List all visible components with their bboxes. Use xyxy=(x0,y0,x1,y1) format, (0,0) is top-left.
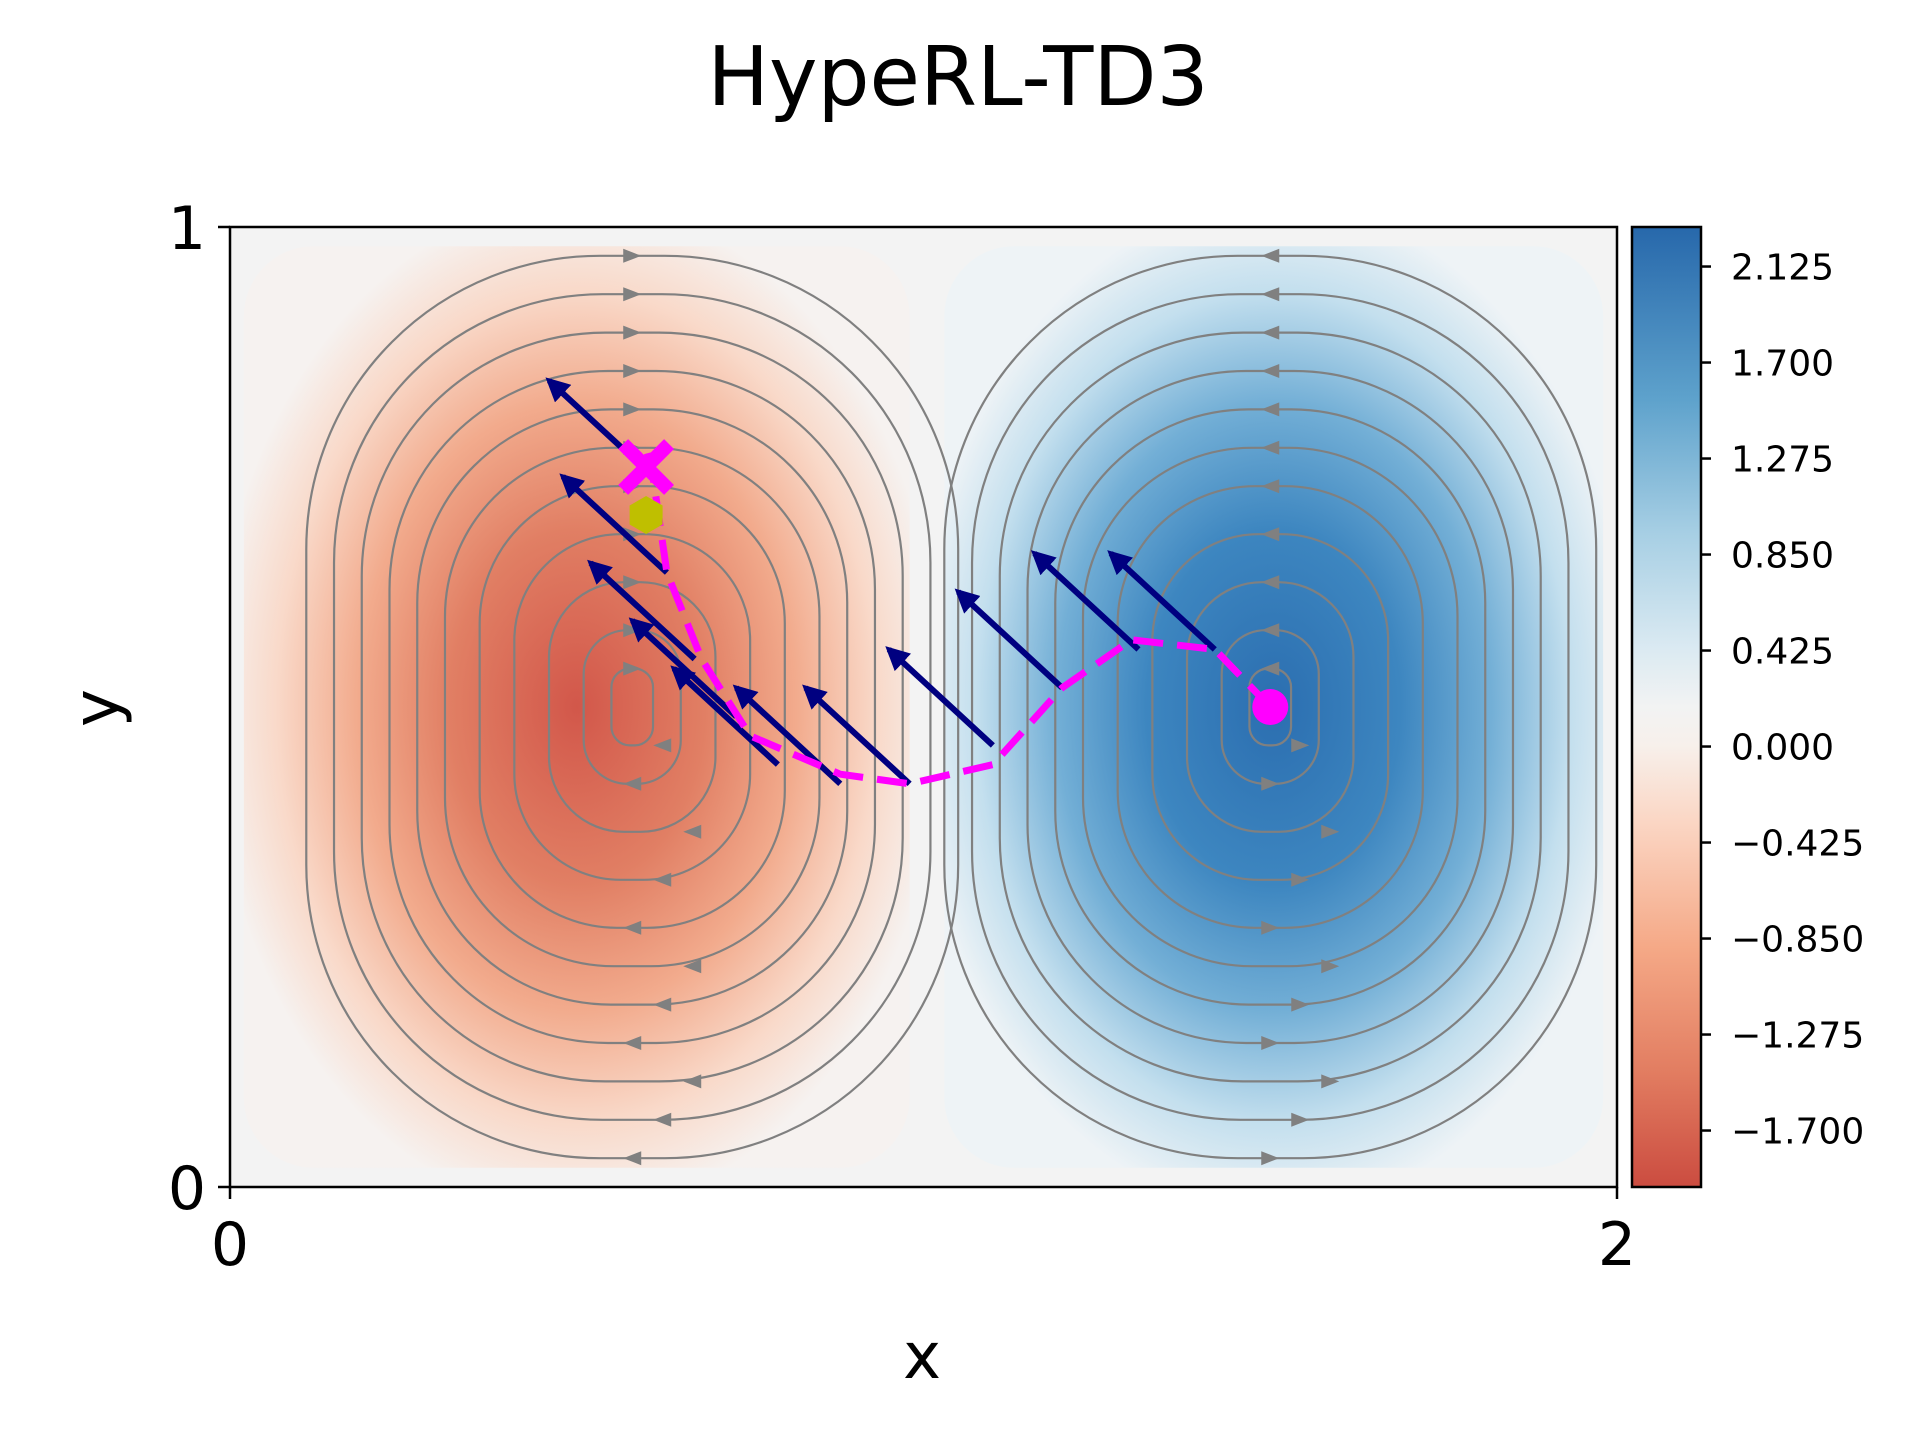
trajectory-line xyxy=(642,446,1273,788)
action-arrow xyxy=(628,617,739,719)
streamline-arrow xyxy=(1261,440,1280,455)
colorbar-gradient xyxy=(1630,225,1703,1189)
streamline-arrow xyxy=(1321,824,1340,839)
streamline-arrow xyxy=(623,1036,642,1050)
streamline-arrow xyxy=(623,364,642,378)
streamline-arrow xyxy=(1261,623,1280,638)
streamline-arrow xyxy=(1261,661,1280,676)
plot-content xyxy=(230,227,1617,1187)
negative-vortex-field xyxy=(243,246,910,1168)
streamline-arrow xyxy=(1261,402,1280,417)
y-tick-label: 1 xyxy=(168,194,206,264)
streamline-arrow xyxy=(653,738,672,753)
y-tick-label: 0 xyxy=(168,1154,206,1224)
streamline-arrow xyxy=(1321,1074,1340,1089)
streamline-arrow xyxy=(1261,920,1280,935)
streamline-arrow xyxy=(1291,872,1310,887)
streamline-arrow xyxy=(1321,959,1340,974)
streamline-arrow xyxy=(623,575,642,590)
x-tick-label: 2 xyxy=(1598,1210,1636,1280)
streamline-arrow xyxy=(1261,287,1280,302)
y-axis-label: y xyxy=(60,689,134,727)
action-arrow xyxy=(587,559,697,662)
colorbar-tick-label: 2.125 xyxy=(1731,248,1834,289)
streamline-arrow xyxy=(1261,364,1280,378)
streamline-arrow xyxy=(623,287,642,302)
goal-marker xyxy=(629,496,663,534)
plot-area xyxy=(228,225,1619,1189)
streamline-arrow xyxy=(1261,1036,1280,1050)
streamline-arrow xyxy=(623,920,642,935)
streamline-arrow xyxy=(683,1074,702,1089)
colorbar-tick-label: 1.700 xyxy=(1731,344,1834,385)
streamline-arrow xyxy=(623,325,642,340)
streamline-arrow xyxy=(1261,527,1280,542)
streamline-arrow xyxy=(1291,1112,1310,1127)
x-axis-label: x xyxy=(903,1320,941,1394)
streamlines xyxy=(305,248,1598,1166)
streamline-arrow xyxy=(1291,738,1310,753)
colorbar-tick-label: −1.700 xyxy=(1731,1112,1864,1153)
action-arrow xyxy=(559,473,669,575)
streamline-arrow xyxy=(653,872,672,887)
streamline-arrow xyxy=(623,1151,642,1166)
streamline-arrow xyxy=(1261,1151,1280,1166)
streamline-arrow xyxy=(653,997,672,1012)
action-arrow xyxy=(802,684,912,787)
x-tick-label: 0 xyxy=(211,1210,249,1280)
colorbar-ticks: 2.125 1.700 1.275 0.850 0.425 0.000 −0.425 −0.8… xyxy=(1701,248,1864,1153)
colorbar: 2.125 1.700 1.275 0.850 0.425 0.000 −0.425 −0.8… xyxy=(1630,225,1864,1189)
action-arrow xyxy=(954,588,1065,691)
streamline-arrow xyxy=(1261,248,1280,263)
colorbar-tick-label: −0.850 xyxy=(1731,920,1864,961)
colorbar-tick-label: 0.850 xyxy=(1731,536,1834,577)
streamline-arrow xyxy=(1261,575,1280,590)
streamline-arrow xyxy=(1261,776,1280,791)
action-arrows xyxy=(545,377,1217,787)
colorbar-tick-label: 0.000 xyxy=(1731,728,1834,769)
trajectory-end-marker xyxy=(618,439,674,495)
streamline-arrow xyxy=(1261,325,1280,340)
streamline-arrow xyxy=(623,776,642,791)
colorbar-tick-label: 1.275 xyxy=(1731,440,1834,481)
action-arrow xyxy=(1030,550,1141,652)
action-arrow xyxy=(670,665,780,767)
chart-title: HypeRL-TD3 xyxy=(707,30,1208,125)
streamline-arrow xyxy=(653,1112,672,1127)
y-axis-ticks: 01 xyxy=(168,194,230,1224)
streamline-arrow xyxy=(683,959,702,974)
axes-frame xyxy=(228,225,1619,1189)
trajectory-start-marker xyxy=(1252,689,1289,725)
action-arrow xyxy=(732,684,843,787)
streamline-arrow xyxy=(623,661,642,676)
streamline-arrow xyxy=(1291,997,1310,1012)
colorbar-tick-label: −1.275 xyxy=(1731,1016,1864,1057)
streamline-arrow xyxy=(623,248,642,263)
action-arrow xyxy=(1107,550,1217,652)
streamline-arrow xyxy=(623,402,642,417)
action-arrow xyxy=(885,646,995,748)
colorbar-tick-label: 0.425 xyxy=(1731,632,1834,673)
streamline-arrow xyxy=(1261,479,1280,494)
streamline-arrow xyxy=(683,824,702,839)
colorbar-tick-label: −0.425 xyxy=(1731,824,1864,865)
